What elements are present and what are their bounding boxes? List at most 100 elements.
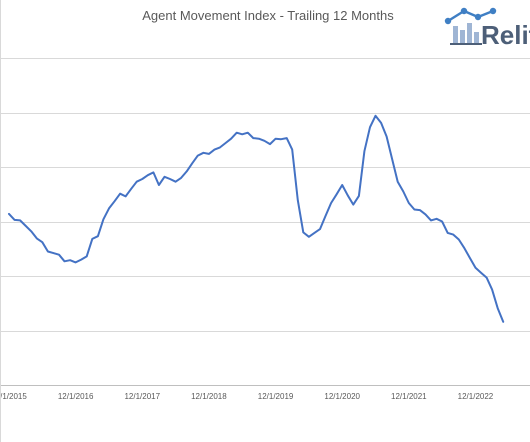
data-point: [41, 241, 43, 243]
data-point: [486, 277, 488, 279]
data-point: [130, 188, 132, 190]
data-point: [352, 204, 354, 206]
data-point: [197, 155, 199, 157]
data-point: [186, 170, 188, 172]
data-point: [180, 177, 182, 179]
data-point: [164, 176, 166, 178]
data-point: [8, 213, 10, 215]
data-point: [114, 200, 116, 202]
logo-text: Relit: [481, 20, 530, 50]
data-point: [380, 122, 382, 124]
data-point: [347, 194, 349, 196]
data-point: [336, 193, 338, 195]
data-point: [291, 149, 293, 151]
x-tick-label: 12/1/2015: [1, 392, 27, 401]
data-point: [14, 219, 16, 221]
data-point: [452, 234, 454, 236]
data-point: [463, 247, 465, 249]
x-tick-label: 12/1/2017: [124, 392, 160, 401]
data-point: [325, 215, 327, 217]
data-point: [441, 221, 443, 223]
data-point: [425, 213, 427, 215]
data-point: [86, 255, 88, 257]
x-tick-label: 12/1/2020: [324, 392, 360, 401]
data-point: [36, 237, 38, 239]
data-point: [247, 132, 249, 134]
relit-logo: Relit: [444, 7, 530, 50]
data-point: [319, 228, 321, 230]
data-point: [119, 193, 121, 195]
data-point: [475, 267, 477, 269]
x-tick-label: 12/1/2018: [191, 392, 227, 401]
data-point: [169, 178, 171, 180]
data-point: [297, 199, 299, 201]
data-point: [58, 254, 60, 256]
data-point: [386, 136, 388, 138]
data-point: [19, 219, 21, 221]
data-point: [447, 232, 449, 234]
data-point: [275, 138, 277, 140]
data-point: [91, 238, 93, 240]
data-point: [158, 184, 160, 186]
data-point: [47, 251, 49, 253]
data-point: [263, 140, 265, 142]
data-point: [208, 153, 210, 155]
data-point: [269, 143, 271, 145]
data-point: [280, 138, 282, 140]
data-point: [497, 307, 499, 309]
data-point: [491, 289, 493, 291]
data-point: [125, 195, 127, 197]
x-tick-label: 12/1/2022: [458, 392, 494, 401]
data-point: [358, 195, 360, 197]
data-point: [75, 261, 77, 263]
data-point: [341, 184, 343, 186]
data-point: [102, 218, 104, 220]
data-point: [375, 115, 377, 117]
data-point: [241, 133, 243, 135]
data-point: [313, 232, 315, 234]
data-point: [258, 138, 260, 140]
data-point: [252, 137, 254, 139]
data-point: [230, 138, 232, 140]
data-point: [402, 191, 404, 193]
x-axis-tick-labels: 12/1/2015 12/1/2016 12/1/2017 12/1/2018 12/1…: [1, 392, 494, 401]
data-point: [302, 231, 304, 233]
data-point: [502, 321, 504, 323]
data-point: [80, 259, 82, 261]
grid-lines: [1, 58, 530, 332]
data-point: [202, 152, 204, 154]
data-point: [152, 171, 154, 173]
data-point: [236, 132, 238, 134]
data-point: [458, 239, 460, 241]
data-point: [136, 181, 138, 183]
data-point: [147, 174, 149, 176]
data-point: [64, 260, 66, 262]
data-point: [308, 236, 310, 238]
data-point: [397, 181, 399, 183]
data-point: [175, 181, 177, 183]
data-point: [430, 219, 432, 221]
data-point: [469, 257, 471, 259]
data-point: [408, 202, 410, 204]
agent-movement-index-line: [8, 114, 505, 323]
data-point: [369, 126, 371, 128]
data-point: [413, 209, 415, 211]
data-point: [141, 178, 143, 180]
data-point: [191, 162, 193, 164]
chart-title: Agent Movement Index - Trailing 12 Month…: [142, 8, 394, 23]
data-point: [108, 207, 110, 209]
data-point: [219, 146, 221, 148]
data-point: [480, 272, 482, 274]
house-chart-icon: [444, 7, 497, 45]
x-tick-label: 12/1/2019: [258, 392, 294, 401]
data-point: [52, 252, 54, 254]
data-point: [214, 149, 216, 151]
data-point: [286, 137, 288, 139]
x-tick-label: 12/1/2016: [58, 392, 94, 401]
data-point: [391, 158, 393, 160]
data-point: [363, 150, 365, 152]
data-point: [97, 235, 99, 237]
data-point: [30, 230, 32, 232]
data-point: [419, 209, 421, 211]
